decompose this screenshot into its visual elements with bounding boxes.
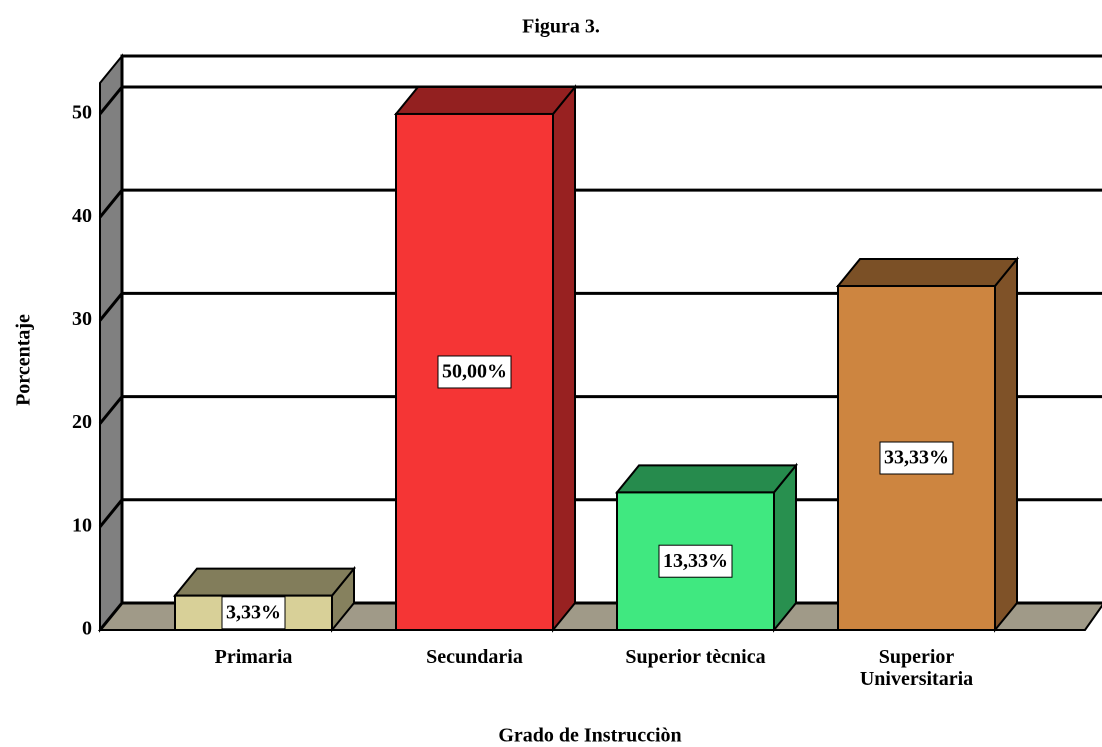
bar-top — [614, 464, 799, 494]
grid-line — [98, 291, 1102, 322]
bar-top — [172, 567, 357, 597]
bar-side — [552, 84, 576, 633]
x-axis-label: Grado de Instrucciòn — [498, 725, 681, 747]
left-wall — [99, 53, 123, 633]
value-label: 33,33% — [884, 447, 949, 469]
y-tick-label: 0 — [82, 618, 92, 640]
x-tick-label: Superior tècnica — [625, 646, 766, 668]
chart-title: Figura 3. — [522, 16, 600, 38]
y-axis-label: Porcentaje — [13, 314, 35, 406]
x-tick-label: Superior Universitaria — [859, 646, 974, 690]
y-tick-label: 20 — [72, 411, 92, 433]
value-label: 13,33% — [663, 550, 728, 572]
bar-side — [773, 462, 797, 633]
value-label-box — [658, 544, 733, 578]
y-tick-label: 50 — [72, 102, 92, 124]
y-tick-label: 40 — [72, 205, 92, 227]
value-label: 50,00% — [442, 361, 507, 383]
x-tick-label: Secundaria — [426, 646, 523, 668]
value-label-box — [437, 355, 512, 389]
grid-line — [98, 85, 1102, 115]
bar-side — [994, 256, 1018, 633]
x-tick-label: Primaria — [214, 646, 293, 668]
value-label-box — [879, 441, 954, 475]
value-label: 3,33% — [226, 601, 281, 623]
bar-top — [835, 258, 1020, 288]
grid-line — [98, 188, 1102, 219]
y-tick-label: 30 — [72, 308, 92, 330]
y-tick-label: 10 — [72, 514, 92, 536]
grid-line — [98, 395, 1102, 425]
bar-top — [393, 85, 578, 115]
value-label-box — [221, 596, 286, 630]
